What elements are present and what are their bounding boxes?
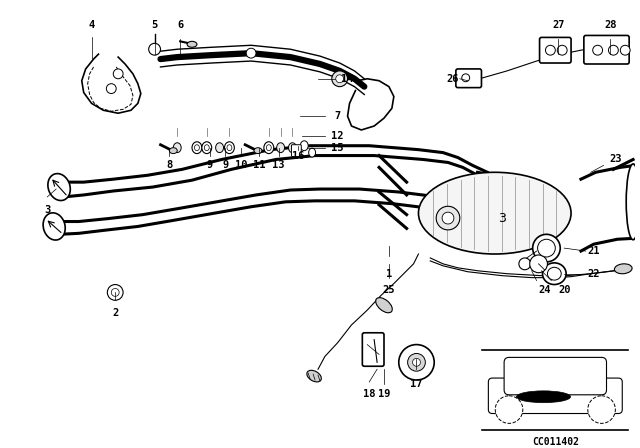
- Text: 25: 25: [383, 285, 395, 295]
- Ellipse shape: [266, 145, 271, 151]
- Ellipse shape: [276, 143, 285, 153]
- Ellipse shape: [530, 255, 547, 273]
- Text: 8: 8: [166, 160, 173, 170]
- FancyBboxPatch shape: [362, 333, 384, 366]
- Ellipse shape: [254, 148, 262, 154]
- Text: 14: 14: [341, 74, 354, 84]
- FancyBboxPatch shape: [488, 378, 622, 414]
- Ellipse shape: [204, 145, 209, 151]
- Text: 26: 26: [447, 74, 459, 84]
- Text: 1: 1: [386, 269, 392, 279]
- Circle shape: [408, 353, 426, 371]
- Text: 11: 11: [253, 160, 265, 170]
- Ellipse shape: [419, 172, 571, 254]
- Circle shape: [399, 345, 434, 380]
- Circle shape: [588, 396, 616, 423]
- Text: 13: 13: [273, 160, 285, 170]
- Ellipse shape: [614, 264, 632, 274]
- Text: 27: 27: [552, 20, 564, 30]
- Ellipse shape: [547, 267, 561, 280]
- Text: 23: 23: [609, 155, 621, 164]
- Text: 18: 18: [363, 389, 376, 399]
- Circle shape: [108, 284, 123, 300]
- Text: 3: 3: [44, 205, 51, 215]
- Text: 2: 2: [112, 308, 118, 318]
- Ellipse shape: [626, 164, 640, 240]
- Ellipse shape: [538, 239, 556, 257]
- Ellipse shape: [202, 142, 212, 154]
- Circle shape: [148, 43, 161, 55]
- Circle shape: [106, 84, 116, 94]
- Ellipse shape: [225, 142, 234, 154]
- Text: 10: 10: [235, 160, 248, 170]
- Circle shape: [495, 396, 523, 423]
- Text: 16: 16: [292, 151, 305, 160]
- Text: 3: 3: [498, 211, 506, 224]
- Text: 24: 24: [538, 285, 551, 295]
- Circle shape: [442, 212, 454, 224]
- Text: 20: 20: [558, 285, 570, 295]
- Text: 4: 4: [88, 20, 95, 30]
- Circle shape: [113, 69, 123, 79]
- Text: 5: 5: [152, 20, 157, 30]
- Ellipse shape: [308, 148, 316, 157]
- Circle shape: [519, 258, 531, 270]
- Ellipse shape: [195, 145, 200, 151]
- FancyBboxPatch shape: [584, 35, 629, 64]
- Ellipse shape: [543, 263, 566, 284]
- Ellipse shape: [289, 143, 296, 153]
- Text: CC011402: CC011402: [532, 437, 579, 447]
- Circle shape: [111, 289, 119, 296]
- Text: 21: 21: [588, 246, 600, 256]
- Circle shape: [246, 48, 256, 58]
- Circle shape: [332, 71, 348, 86]
- Text: 19: 19: [378, 389, 390, 399]
- Circle shape: [336, 75, 344, 83]
- FancyBboxPatch shape: [456, 69, 481, 88]
- Ellipse shape: [516, 391, 571, 403]
- Text: 28: 28: [604, 20, 617, 30]
- Circle shape: [620, 45, 630, 55]
- Text: 9: 9: [222, 160, 228, 170]
- Ellipse shape: [264, 142, 274, 154]
- Ellipse shape: [300, 141, 308, 151]
- Circle shape: [593, 45, 603, 55]
- Text: 9: 9: [207, 160, 213, 170]
- Text: 7: 7: [335, 111, 341, 121]
- Ellipse shape: [307, 370, 321, 382]
- FancyBboxPatch shape: [504, 358, 607, 395]
- Ellipse shape: [192, 142, 202, 154]
- Text: 6: 6: [177, 20, 183, 30]
- Text: 12: 12: [332, 131, 344, 141]
- Ellipse shape: [43, 213, 65, 240]
- Ellipse shape: [227, 145, 232, 151]
- Ellipse shape: [376, 297, 392, 313]
- Ellipse shape: [170, 148, 177, 154]
- FancyBboxPatch shape: [540, 38, 571, 63]
- Ellipse shape: [187, 41, 197, 47]
- Ellipse shape: [216, 143, 223, 153]
- Ellipse shape: [532, 234, 560, 262]
- Text: 22: 22: [588, 269, 600, 279]
- Circle shape: [545, 45, 556, 55]
- Circle shape: [609, 45, 618, 55]
- Circle shape: [413, 358, 420, 366]
- Text: 15: 15: [332, 142, 344, 153]
- Circle shape: [462, 74, 470, 82]
- Text: 17: 17: [410, 379, 423, 389]
- Ellipse shape: [48, 173, 70, 201]
- Circle shape: [557, 45, 567, 55]
- Circle shape: [436, 206, 460, 230]
- Ellipse shape: [173, 143, 181, 153]
- FancyBboxPatch shape: [291, 145, 301, 156]
